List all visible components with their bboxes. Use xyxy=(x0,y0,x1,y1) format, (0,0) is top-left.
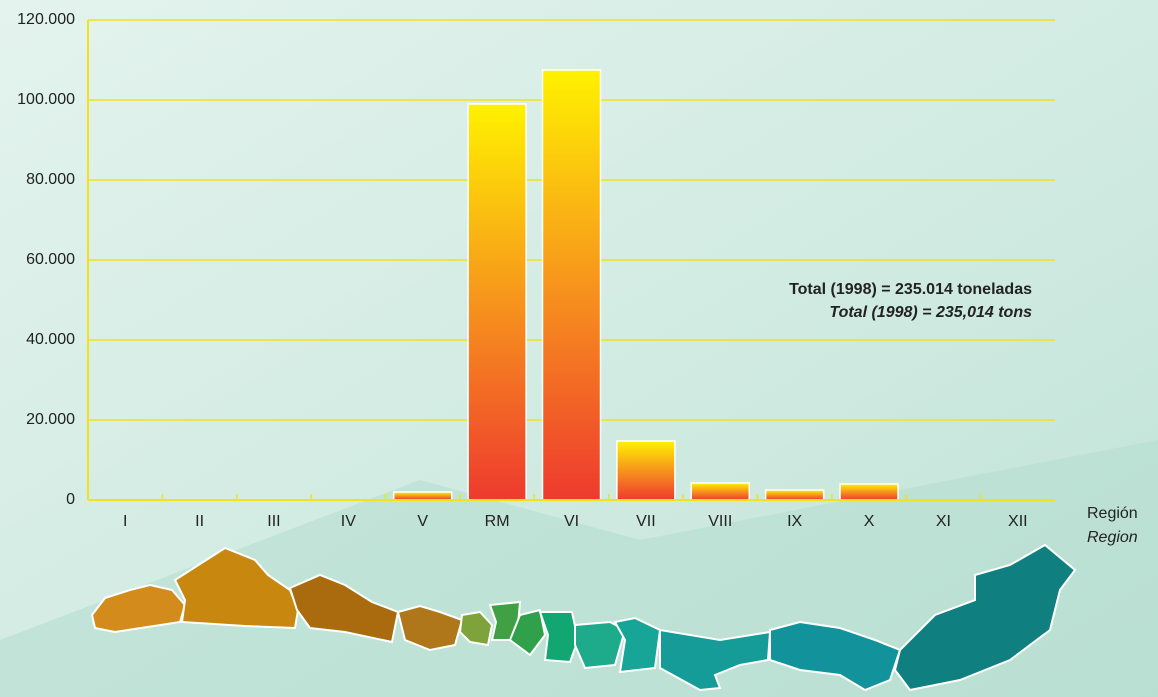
bar xyxy=(467,103,527,501)
y-tick-label: 100.000 xyxy=(17,91,75,108)
x-axis-label-en: Region xyxy=(1087,529,1138,546)
x-axis-label: Región xyxy=(1087,505,1138,522)
bar xyxy=(839,483,899,501)
bar xyxy=(541,69,602,501)
map-region xyxy=(458,610,494,647)
map-region xyxy=(769,620,902,692)
x-tick-label: RM xyxy=(485,513,510,530)
y-tick-label: 60.000 xyxy=(26,251,75,268)
x-tick-label: IV xyxy=(341,513,356,530)
x-tick-label: III xyxy=(267,513,280,530)
plot-area: 0 20.000 40.000 60.000 80.000 100.000 120.000 I… xyxy=(17,11,1055,530)
map-region xyxy=(893,543,1077,692)
y-tick-label: 20.000 xyxy=(26,411,75,428)
bar xyxy=(690,482,751,501)
bar xyxy=(392,491,453,501)
map-region xyxy=(396,604,464,652)
x-tick-label: XI xyxy=(936,513,951,530)
annotation: Total (1998) = 235,014 tons xyxy=(829,304,1032,321)
region-map xyxy=(90,543,1077,692)
y-tick-label: 80.000 xyxy=(26,171,75,188)
x-tick-label: XII xyxy=(1008,513,1028,530)
x-tick-label: I xyxy=(123,513,127,530)
x-tick-label: IX xyxy=(787,513,802,530)
map-region xyxy=(508,608,547,657)
x-tick-label: VII xyxy=(636,513,656,530)
annotation: Total (1998) = 235.014 toneladas xyxy=(789,281,1032,298)
bar xyxy=(616,440,676,501)
y-tick-label: 120.000 xyxy=(17,11,75,28)
x-tick-label: II xyxy=(195,513,204,530)
bar xyxy=(764,489,825,501)
y-tick-label: 40.000 xyxy=(26,331,75,348)
map-region xyxy=(90,583,187,634)
map-region xyxy=(288,573,400,644)
x-tick-label: VIII xyxy=(708,513,732,530)
map-region xyxy=(659,628,772,692)
map-region xyxy=(538,611,580,664)
x-tick-label: VI xyxy=(564,513,579,530)
map-region xyxy=(574,620,627,670)
x-tick-label: X xyxy=(864,513,875,530)
map-region xyxy=(613,616,662,674)
y-tick-label: 0 xyxy=(66,491,75,508)
x-tick-label: V xyxy=(417,513,428,530)
background-hill xyxy=(0,440,1158,697)
